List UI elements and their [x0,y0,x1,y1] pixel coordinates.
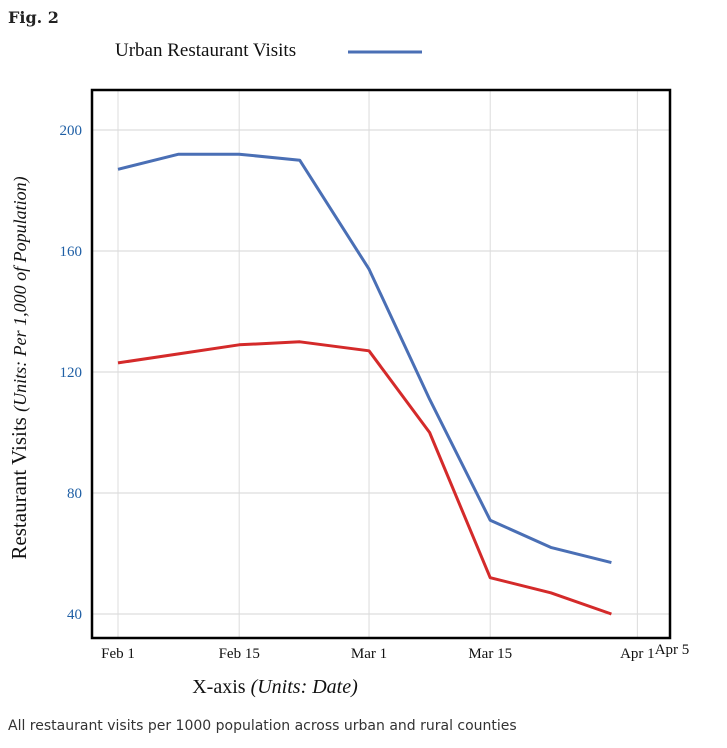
chart-svg: 40 80 120 160 200 Feb 1 Feb 15 Mar 1 Mar 15 Apr … [7,40,689,698]
x-tick-label: Feb 15 [219,646,260,662]
x-axis-label: X-axis (Units: Date) [192,676,358,698]
plot-frame [90,88,672,640]
y-tick-label: 40 [67,607,82,623]
x-tick-label: Apr 5 [655,642,690,658]
x-tick-label: Feb 1 [101,646,135,662]
y-axis-title: Restaurant Visits [7,417,31,559]
x-axis-ticks: Feb 1 Feb 15 Mar 1 Mar 15 Apr 1 Apr 5 [101,642,689,662]
figure-caption: All restaurant visits per 1000 populatio… [8,718,517,734]
x-axis-title: X-axis [192,676,246,698]
x-axis-units: (Units: Date) [251,676,359,698]
legend-label: Urban Restaurant Visits [115,40,296,61]
y-axis-units: (Units: Per 1,000 of Population) [10,176,31,411]
legend: Urban Restaurant Visits [115,40,422,61]
y-tick-label: 120 [60,365,83,381]
series-lines [117,152,612,616]
figure-label: Fig. 2 [8,8,59,27]
x-tick-label: Mar 1 [351,646,387,662]
x-tick-label: Mar 15 [468,646,512,662]
x-tick-label: Apr 1 [620,646,655,662]
grid-lines [92,90,670,638]
series-line-1 [117,340,612,616]
line-chart: 40 80 120 160 200 Feb 1 Feb 15 Mar 1 Mar 15 Apr … [0,38,700,706]
y-tick-label: 80 [67,486,82,502]
y-axis-label: Restaurant Visits (Units: Per 1,000 of P… [7,176,31,559]
series-line-0 [117,152,612,565]
y-tick-label: 160 [60,244,83,260]
y-axis-ticks: 40 80 120 160 200 [60,123,83,623]
y-tick-label: 200 [60,123,83,139]
